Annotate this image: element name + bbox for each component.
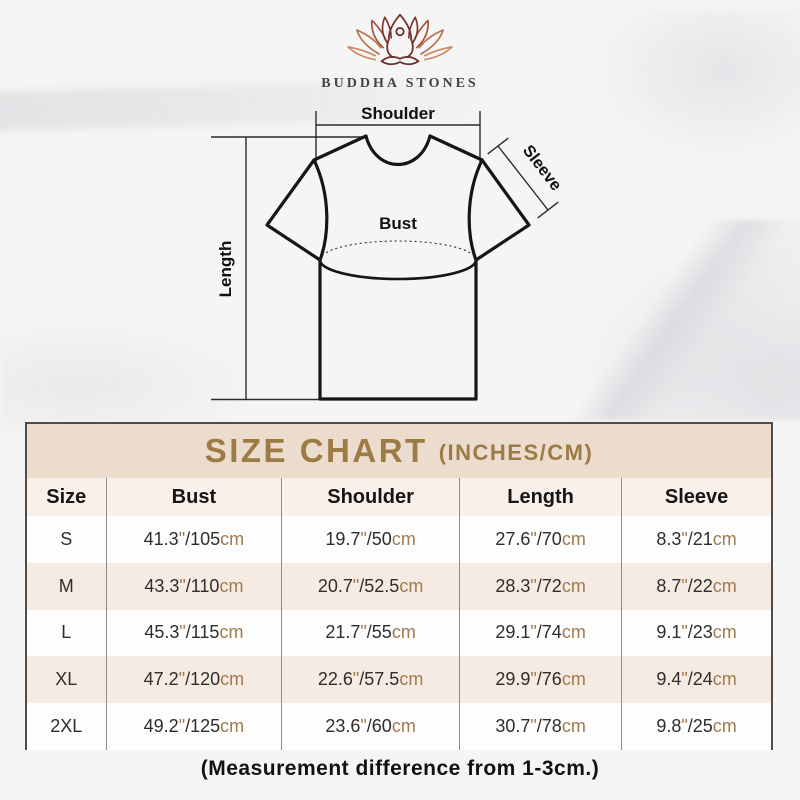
size-cell: M: [27, 562, 107, 610]
brand-header: BUDDHA STONES: [0, 10, 800, 92]
table-row-s: S 41.3 "/105 cm 19.7 "/50 cm 27.6 "/70 cm 8.3 "/21 c…: [27, 516, 771, 563]
size-chart-units-subtitle: (INCHES/CM): [438, 440, 594, 465]
column-header-shoulder: Shoulder: [282, 478, 460, 516]
table-cell: 29.1 "/74 cm: [460, 609, 623, 657]
table-cell: 28.3 "/72 cm: [460, 562, 623, 610]
size-cell: 2XL: [27, 703, 107, 750]
table-cell: 49.2 "/125 cm: [107, 703, 283, 750]
table-cell: 30.7 "/78 cm: [460, 703, 623, 750]
size-chart-title: SIZE CHART: [204, 432, 428, 469]
table-row-m: M 43.3 "/110 cm 20.7 "/52.5 cm 28.3 "/72 cm 8.7 "/2…: [27, 562, 771, 610]
size-cell: L: [27, 609, 107, 657]
table-cell: 41.3 "/105 cm: [107, 516, 283, 563]
lotus-meditation-icon: [347, 13, 453, 66]
bust-dotted-line: [319, 240, 477, 261]
size-cell: XL: [27, 656, 107, 704]
measurement-lines: [211, 111, 559, 401]
column-header-size: Size: [27, 478, 107, 516]
size-cell: S: [27, 516, 107, 563]
table-cell: 23.6 "/60 cm: [282, 703, 460, 750]
tshirt-outline: [265, 134, 531, 401]
brand-name: BUDDHA STONES: [321, 76, 479, 91]
table-cell: 19.7 "/50 cm: [282, 516, 460, 563]
measurement-note: (Measurement difference from 1-3cm.): [200, 757, 600, 780]
column-header-sleeve: Sleeve: [664, 485, 729, 508]
table-cell: 21.7 "/55 cm: [282, 609, 460, 657]
tshirt-measurement-diagram: Shoulder Bust Length Sleeve: [211, 104, 565, 401]
column-header-length: Length: [460, 478, 623, 516]
table-row-l: L 45.3 "/115 cm 21.7 "/55 cm 29.1 "/74 cm 9.1 "/23 c…: [27, 609, 771, 657]
bust-label: Bust: [379, 214, 417, 233]
table-cell: 9.8 "/25 cm: [656, 716, 737, 737]
table-cell: 20.7 "/52.5 cm: [282, 562, 460, 610]
column-header-bust: Bust: [107, 478, 283, 516]
table-cell: 43.3 "/110 cm: [107, 562, 283, 610]
table-cell: 9.1 "/23 cm: [656, 622, 737, 643]
table-row-xl: XL 47.2 "/120 cm 22.6 "/57.5 cm 29.9 "/76 cm 9.4 " /…: [27, 656, 771, 704]
table-cell: 27.6 "/70 cm: [460, 516, 623, 563]
table-cell: 45.3 "/115 cm: [107, 609, 283, 657]
sleeve-label: Sleeve: [519, 142, 565, 194]
size-chart-table: SIZE CHART (INCHES/CM) Size Bust Shoulder L…: [25, 422, 773, 750]
table-row-2xl: 2XL 49.2 "/125 cm 23.6 "/60 cm 30.7 "/78 cm 9.8 "/2…: [27, 703, 771, 750]
table-body: S 41.3 "/105 cm 19.7 "/50 cm 27.6 "/70 cm 8.3 "/21 c…: [27, 516, 771, 750]
length-label: Length: [216, 241, 235, 298]
table-cell: 47.2 "/120 cm: [107, 656, 283, 704]
column-header-row: Size Bust Shoulder Length Sleeve: [27, 478, 771, 516]
table-cell: 22.6 "/57.5 cm: [282, 656, 460, 704]
table-cell: 9.4 "/24 cm: [656, 669, 737, 690]
shoulder-label: Shoulder: [361, 104, 435, 123]
table-cell: 29.9 "/76 cm: [460, 656, 623, 704]
table-cell: 8.7 "/22 cm: [656, 575, 737, 596]
table-cell: 8.3 "/21 cm: [656, 528, 737, 549]
size-chart-title-band: SIZE CHART (INCHES/CM): [27, 424, 771, 478]
